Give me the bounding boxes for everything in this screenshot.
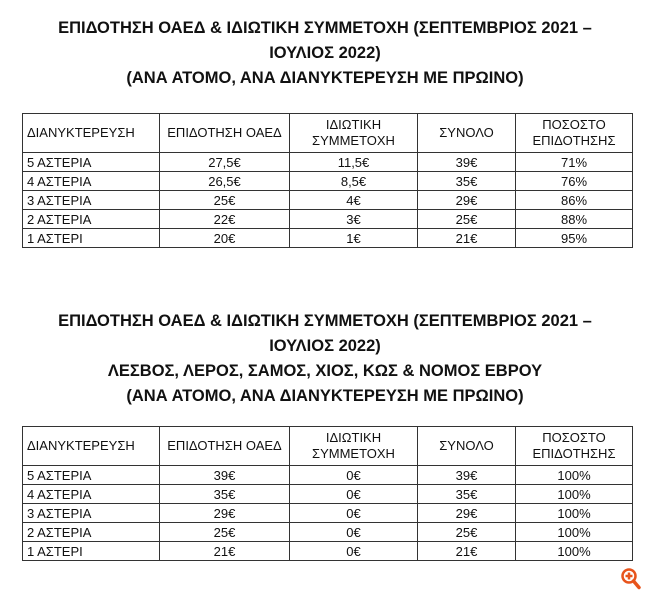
table-row: 2 ΑΣΤΕΡΙΑ 25€ 0€ 25€ 100% — [22, 522, 633, 542]
table-row: 4 ΑΣΤΕΡΙΑ 26,5€ 8,5€ 35€ 76% — [22, 171, 633, 191]
column-header: ΙΔΙΩΤΙΚΗ ΣΥΜΜΕΤΟΧΗ — [289, 426, 418, 466]
column-header: ΔΙΑΝΥΚΤΕΡΕΥΣΗ — [22, 113, 160, 153]
table-cell: 39€ — [417, 465, 516, 485]
table-cell: 4€ — [289, 190, 418, 210]
table-cell: 88% — [515, 209, 633, 229]
table-cell: 1€ — [289, 228, 418, 248]
table-row: 5 ΑΣΤΕΡΙΑ 27,5€ 11,5€ 39€ 71% — [22, 152, 633, 172]
table-cell: 35€ — [417, 484, 516, 504]
table-cell: 1 ΑΣΤΕΡΙ — [22, 228, 160, 248]
table-row: 5 ΑΣΤΕΡΙΑ 39€ 0€ 39€ 100% — [22, 465, 633, 485]
table-row: 3 ΑΣΤΕΡΙΑ 25€ 4€ 29€ 86% — [22, 190, 633, 210]
table-cell: 3 ΑΣΤΕΡΙΑ — [22, 190, 160, 210]
title-line: ΙΟΥΛΙΟΣ 2022) — [269, 44, 381, 62]
title-line: ΕΠΙΔΟΤΗΣΗ ΟΑΕΔ & ΙΔΙΩΤΙΚΗ ΣΥΜΜΕΤΟΧΗ (ΣΕΠ… — [58, 312, 592, 330]
table-cell: 20€ — [159, 228, 290, 248]
title-line: ΛΕΣΒΟΣ, ΛΕΡΟΣ, ΣΑΜΟΣ, ΧΙΟΣ, ΚΩΣ & ΝΟΜΟΣ … — [107, 362, 543, 380]
table-cell: 27,5€ — [159, 152, 290, 172]
table-cell: 25€ — [417, 209, 516, 229]
table-cell: 25€ — [159, 190, 290, 210]
table-cell: 100% — [515, 465, 633, 485]
column-header: ΕΠΙΔΟΤΗΣΗ ΟΑΕΔ — [159, 113, 290, 153]
table-cell: 100% — [515, 541, 633, 561]
table-cell: 2 ΑΣΤΕΡΙΑ — [22, 209, 160, 229]
table-cell: 0€ — [289, 541, 418, 561]
table-cell: 5 ΑΣΤΕΡΙΑ — [22, 152, 160, 172]
table-row: 2 ΑΣΤΕΡΙΑ 22€ 3€ 25€ 88% — [22, 209, 633, 229]
table-cell: 29€ — [417, 190, 516, 210]
table-cell: 11,5€ — [289, 152, 418, 172]
table-cell: 100% — [515, 503, 633, 523]
table-cell: 1 ΑΣΤΕΡΙ — [22, 541, 160, 561]
table-row: 4 ΑΣΤΕΡΙΑ 35€ 0€ 35€ 100% — [22, 484, 633, 504]
title-line: (ΑΝΑ ΑΤΟΜΟ, ΑΝΑ ΔΙΑΝΥΚΤΕΡΕΥΣΗ ΜΕ ΠΡΩΙΝΟ) — [126, 69, 524, 87]
table-cell: 39€ — [159, 465, 290, 485]
table-cell: 29€ — [417, 503, 516, 523]
section2-title: ΕΠΙΔΟΤΗΣΗ ΟΑΕΔ & ΙΔΙΩΤΙΚΗ ΣΥΜΜΕΤΟΧΗ (ΣΕΠ… — [0, 309, 650, 409]
table-cell: 39€ — [417, 152, 516, 172]
table-cell: 0€ — [289, 503, 418, 523]
table-cell: 100% — [515, 522, 633, 542]
title-line: (ΑΝΑ ΑΤΟΜΟ, ΑΝΑ ΔΙΑΝΥΚΤΕΡΕΥΣΗ ΜΕ ΠΡΩΙΝΟ) — [126, 387, 524, 405]
table-cell: 4 ΑΣΤΕΡΙΑ — [22, 484, 160, 504]
table-cell: 95% — [515, 228, 633, 248]
table-row: 1 ΑΣΤΕΡΙ 20€ 1€ 21€ 95% — [22, 228, 633, 248]
column-header: ΠΟΣΟΣΤΟ ΕΠΙΔΟΤΗΣΗΣ — [515, 426, 633, 466]
table-cell: 3€ — [289, 209, 418, 229]
table-cell: 0€ — [289, 465, 418, 485]
table-cell: 21€ — [159, 541, 290, 561]
column-header: ΣΥΝΟΛΟ — [417, 426, 516, 466]
column-header: ΙΔΙΩΤΙΚΗ ΣΥΜΜΕΤΟΧΗ — [289, 113, 418, 153]
table-cell: 100% — [515, 484, 633, 504]
table-cell: 3 ΑΣΤΕΡΙΑ — [22, 503, 160, 523]
zoom-in-icon[interactable] — [621, 568, 641, 590]
title-line: ΙΟΥΛΙΟΣ 2022) — [269, 337, 381, 355]
table-cell: 25€ — [159, 522, 290, 542]
table-cell: 0€ — [289, 484, 418, 504]
title-line: ΕΠΙΔΟΤΗΣΗ ΟΑΕΔ & ΙΔΙΩΤΙΚΗ ΣΥΜΜΕΤΟΧΗ (ΣΕΠ… — [58, 19, 592, 37]
islands-subsidy-table: ΔΙΑΝΥΚΤΕΡΕΥΣΗ ΕΠΙΔΟΤΗΣΗ ΟΑΕΔ ΙΔΙΩΤΙΚΗ ΣΥΜΜ… — [22, 426, 633, 561]
section1-title: ΕΠΙΔΟΤΗΣΗ ΟΑΕΔ & ΙΔΙΩΤΙΚΗ ΣΥΜΜΕΤΟΧΗ (ΣΕΠ… — [0, 16, 650, 91]
table-cell: 4 ΑΣΤΕΡΙΑ — [22, 171, 160, 191]
table-cell: 2 ΑΣΤΕΡΙΑ — [22, 522, 160, 542]
table-cell: 25€ — [417, 522, 516, 542]
table-cell: 86% — [515, 190, 633, 210]
table-row: 1 ΑΣΤΕΡΙ 21€ 0€ 21€ 100% — [22, 541, 633, 561]
table-cell: 29€ — [159, 503, 290, 523]
table-cell: 35€ — [159, 484, 290, 504]
column-header: ΕΠΙΔΟΤΗΣΗ ΟΑΕΔ — [159, 426, 290, 466]
column-header: ΔΙΑΝΥΚΤΕΡΕΥΣΗ — [22, 426, 160, 466]
header-row: ΔΙΑΝΥΚΤΕΡΕΥΣΗ ΕΠΙΔΟΤΗΣΗ ΟΑΕΔ ΙΔΙΩΤΙΚΗ ΣΥΜΜ… — [22, 113, 633, 153]
table-cell: 76% — [515, 171, 633, 191]
table-row: 3 ΑΣΤΕΡΙΑ 29€ 0€ 29€ 100% — [22, 503, 633, 523]
table-cell: 71% — [515, 152, 633, 172]
table-cell: 5 ΑΣΤΕΡΙΑ — [22, 465, 160, 485]
table-cell: 22€ — [159, 209, 290, 229]
column-header: ΠΟΣΟΣΤΟ ΕΠΙΔΟΤΗΣΗΣ — [515, 113, 633, 153]
table-cell: 0€ — [289, 522, 418, 542]
table-cell: 21€ — [417, 228, 516, 248]
table-cell: 21€ — [417, 541, 516, 561]
header-row: ΔΙΑΝΥΚΤΕΡΕΥΣΗ ΕΠΙΔΟΤΗΣΗ ΟΑΕΔ ΙΔΙΩΤΙΚΗ ΣΥΜΜ… — [22, 426, 633, 466]
table-cell: 35€ — [417, 171, 516, 191]
table-cell: 26,5€ — [159, 171, 290, 191]
table-cell: 8,5€ — [289, 171, 418, 191]
subsidy-table: ΔΙΑΝΥΚΤΕΡΕΥΣΗ ΕΠΙΔΟΤΗΣΗ ΟΑΕΔ ΙΔΙΩΤΙΚΗ ΣΥΜΜ… — [22, 113, 633, 248]
column-header: ΣΥΝΟΛΟ — [417, 113, 516, 153]
